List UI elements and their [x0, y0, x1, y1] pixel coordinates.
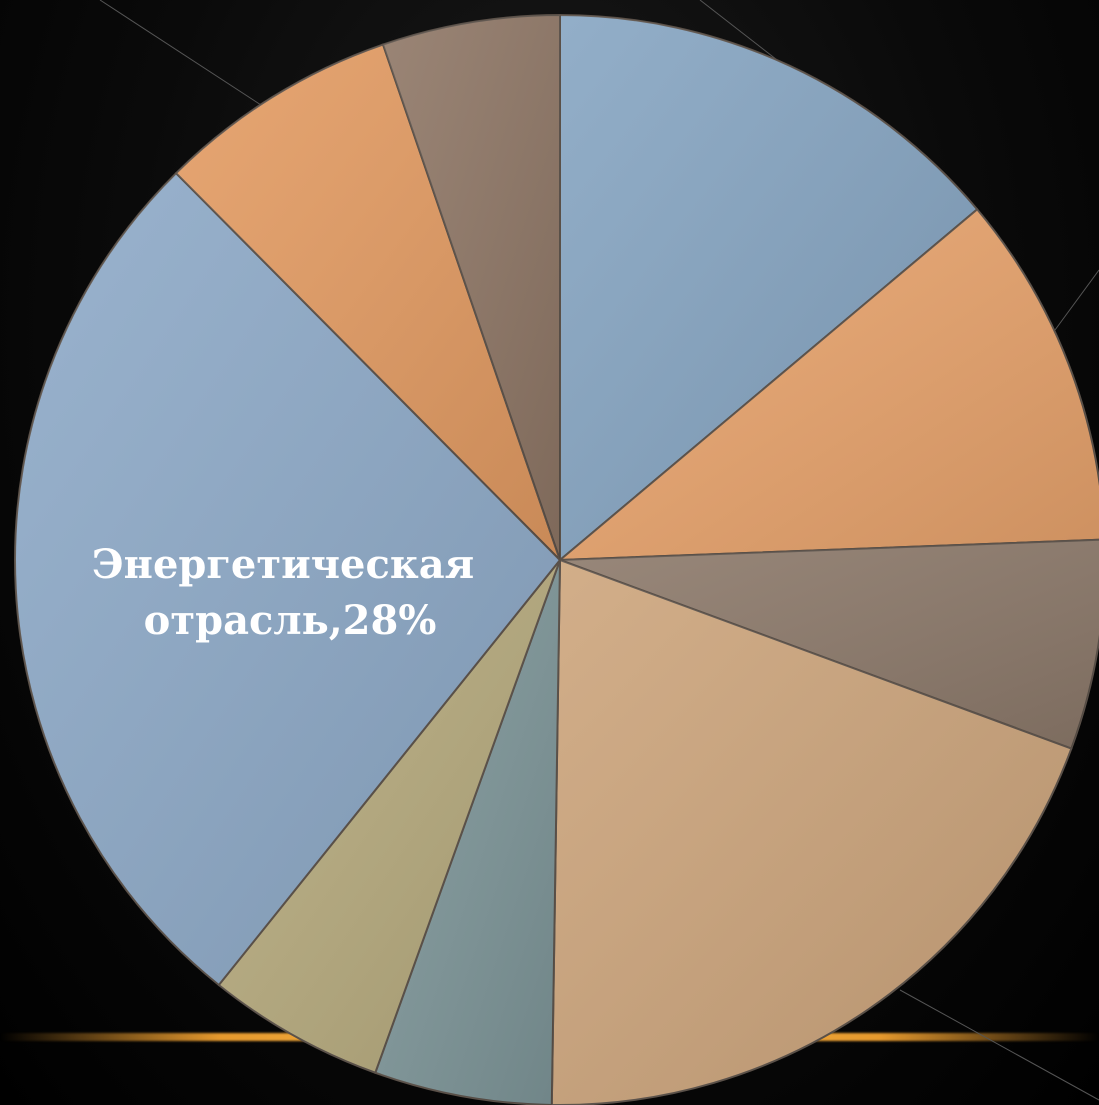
- pie-slice-shade-1: [560, 15, 978, 560]
- pie-slice-shade-4: [551, 560, 1072, 1105]
- pie-slice-shade-3: [560, 539, 1099, 749]
- data-label-energy: Энергетическая отрасль,28%: [92, 541, 488, 644]
- decor-line: [1054, 269, 1099, 331]
- pie-slices: [14, 13, 1099, 1105]
- pie-slice-shade-2: [560, 209, 1099, 560]
- decor-line: [899, 989, 1099, 1101]
- pie-slice-shade-7: [14, 173, 561, 986]
- data-label-line2: отрасль,28%: [144, 597, 437, 644]
- pie-slice-shade-8: [176, 44, 561, 560]
- data-label-line1: Энергетическая: [92, 541, 474, 588]
- pie-slice-shade-5: [375, 560, 560, 1105]
- pie-slice-shade-6: [218, 560, 561, 1073]
- pie-slice-shade-9: [383, 15, 560, 560]
